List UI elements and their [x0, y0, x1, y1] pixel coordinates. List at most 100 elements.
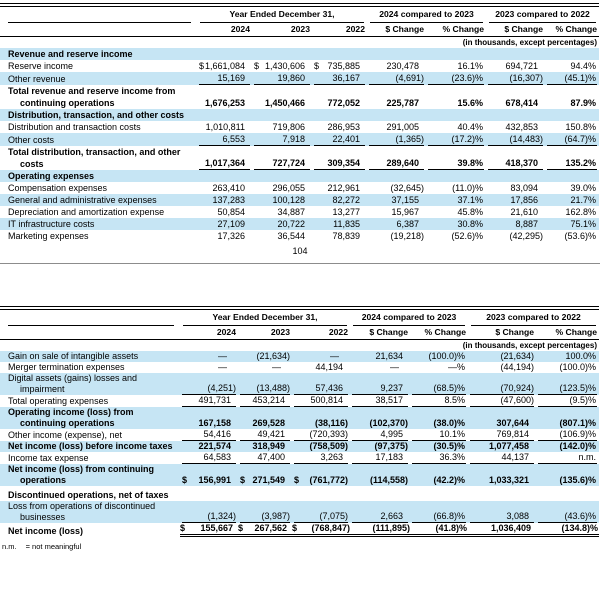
table-row: Digital assets (gains) losses and impair… — [0, 373, 599, 395]
table-row: Depreciation and amortization expense 50,… — [0, 206, 599, 218]
table-row: Distribution, transaction, and other cos… — [0, 109, 599, 121]
cell-value: n.m. — [538, 452, 597, 464]
cell-value: 9,237 — [352, 383, 408, 395]
units-note: (in thousands, except percentages) — [462, 38, 597, 47]
cell-value: (134.8)% — [536, 523, 599, 537]
cell-value: 7,918 — [254, 133, 310, 146]
row-label: Marketing expenses — [8, 231, 89, 241]
cell-value: 135.2% — [547, 157, 597, 170]
table-subheader-row: 2024 2023 2022 $ Change % Change $ Change % Ch… — [0, 23, 599, 37]
cell-value: (68.5)% — [412, 383, 466, 395]
cell-value: 15,967 — [391, 207, 419, 217]
cell-value: (43.6)% — [538, 511, 597, 523]
cell-value: — — [272, 362, 281, 372]
column-header: % Change — [442, 24, 484, 34]
column-header: % Change — [555, 327, 597, 337]
table-row: Reserve income $1,661,084 $1,430,606 $735,8… — [0, 60, 599, 72]
cell-value: 36,167 — [314, 72, 365, 85]
table-header-row: Year Ended December 31, 2024 compared to … — [0, 7, 599, 23]
cell-value: 22,401 — [314, 133, 365, 146]
cell-value: (53.6)% — [564, 231, 596, 241]
cell-value: (135.6)% — [559, 475, 596, 485]
operating-results-table-lower: Year Ended December 31, 2024 compared to … — [0, 310, 599, 537]
cell-value: (16,307) — [488, 72, 543, 85]
cell-value: 230,478 — [386, 61, 419, 71]
cell-value: (97,375) — [374, 441, 408, 451]
row-label: Other revenue — [8, 74, 66, 84]
cell-value: — — [390, 362, 399, 372]
cell-value: 10.1% — [412, 429, 466, 441]
cell-value: 94.4% — [570, 61, 596, 71]
table-row: Revenue and reserve income — [0, 48, 599, 60]
page-number: 104 — [292, 246, 308, 256]
cell-value: 57,436 — [294, 383, 348, 395]
cell-value: 16.1% — [457, 61, 483, 71]
cell-value: $ (768,847) — [292, 523, 350, 537]
cell-value: (4,251) — [182, 383, 236, 395]
cell-value: (807.1)% — [559, 418, 596, 428]
footnote-definition: = not meaningful — [25, 542, 82, 551]
row-label: Depreciation and amortization expense — [8, 207, 165, 217]
table-row: IT infrastructure costs 27,109 20,722 11,83… — [0, 218, 599, 230]
cell-value: (17.2)% — [428, 133, 484, 146]
cell-value: (1,324) — [182, 511, 236, 523]
cell-value: (42.2)% — [433, 475, 465, 485]
cell-value: 78,839 — [332, 231, 360, 241]
cell-value: 49,421 — [240, 429, 290, 441]
cell-value: 8.5% — [412, 395, 466, 407]
row-label: Distribution and transaction costs — [8, 122, 141, 132]
cell-value: 6,553 — [199, 133, 250, 146]
cell-value: 432,853 — [505, 122, 538, 132]
cell-value: (42,295) — [509, 231, 543, 241]
cell-value: (21,634) — [256, 351, 290, 361]
footnote-abbr: n.m. — [2, 542, 17, 551]
cell-value: 36,544 — [277, 231, 305, 241]
dollar-sign: $ — [199, 61, 205, 71]
cell-value: 1,036,409 — [468, 523, 536, 537]
cell-value: 221,574 — [198, 441, 231, 451]
row-label: Discontinued operations, net of taxes — [8, 490, 169, 500]
cell-value: 3,088 — [470, 511, 534, 523]
cell-value: $1,430,606 — [254, 61, 305, 71]
cell-value: 137,283 — [212, 195, 245, 205]
cell-value: 75.1% — [570, 219, 596, 229]
cell-value: 269,528 — [252, 418, 285, 428]
row-label: Distribution, transaction, and other cos… — [8, 110, 185, 120]
cell-value: 100.0% — [565, 351, 596, 361]
cell-value: 39.8% — [428, 157, 484, 170]
cell-value: (9.5)% — [538, 395, 597, 407]
cell-value: (44,194) — [500, 362, 534, 372]
cell-value: 17,183 — [352, 452, 408, 464]
cell-value: 418,370 — [488, 157, 543, 170]
cell-value: 15,169 — [199, 72, 250, 85]
cell-value: 167,158 — [198, 418, 231, 428]
cell-value: 150.8% — [565, 122, 596, 132]
cell-value: 47,400 — [240, 452, 290, 464]
cell-value: 50,854 — [217, 207, 245, 217]
row-label: Operating income (loss) from continuing … — [8, 407, 134, 428]
cell-value: — — [218, 351, 227, 361]
column-header: $ Change — [504, 24, 543, 34]
cell-value: (70,924) — [470, 383, 534, 395]
table-row: Operating expenses — [0, 170, 599, 182]
cell-value: $271,549 — [240, 475, 285, 485]
units-note-row: (in thousands, except percentages) — [0, 37, 599, 49]
dollar-sign: $ — [254, 61, 260, 71]
table-row: Total revenue and reserve income from co… — [0, 85, 599, 109]
row-label: Total operating expenses — [8, 396, 109, 406]
cell-value: 719,806 — [272, 122, 305, 132]
cell-value: 307,644 — [496, 418, 529, 428]
cell-value: (13,488) — [240, 383, 290, 395]
cell-value: 44,194 — [315, 362, 343, 372]
table-row: Net income (loss) before income taxes 221… — [0, 441, 599, 452]
row-label: Net income (loss) from continuing operat… — [8, 464, 155, 485]
cell-value: 296,055 — [272, 183, 305, 193]
table-row: General and administrative expenses 137,2… — [0, 194, 599, 206]
table-top-rule-upper — [0, 3, 599, 7]
cell-value: 1,676,253 — [204, 98, 245, 108]
row-label: Digital assets (gains) losses and impair… — [8, 373, 138, 394]
cell-value: 3,263 — [294, 452, 348, 464]
cell-value: (11.0)% — [452, 183, 483, 193]
row-label: Net income (loss) — [8, 526, 84, 536]
financial-report-page: Year Ended December 31, 2024 compared to … — [0, 3, 600, 551]
